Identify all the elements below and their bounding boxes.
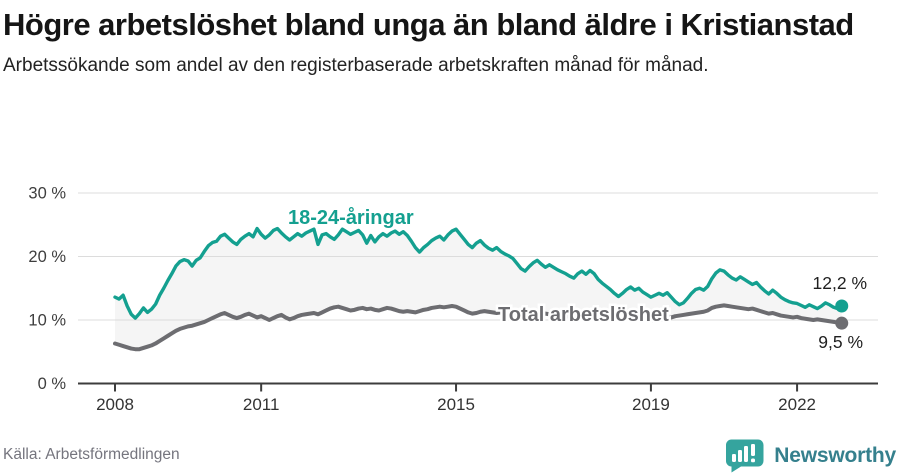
x-tick-label: 2015 xyxy=(437,395,475,414)
bar-chart-glyph xyxy=(732,444,756,463)
brand-lockup: Newsworthy xyxy=(723,438,896,473)
y-axis-tick-labels: 0 % 10 % 20 % 30 % xyxy=(28,185,66,394)
total-series-line xyxy=(113,303,844,352)
between-series-fill xyxy=(115,228,842,350)
x-tick-label: 2008 xyxy=(96,395,134,414)
total-series-label: Total arbetslöshet xyxy=(498,304,669,326)
youth-end-dot xyxy=(835,299,849,313)
x-tick-label: 2019 xyxy=(632,395,670,414)
total-end-value-label: 9,5 % xyxy=(818,332,863,352)
y-tick-label: 20 % xyxy=(28,248,66,266)
youth-series-line xyxy=(113,226,844,320)
chart-subtitle: Arbetssökande som andel av den registerb… xyxy=(3,55,709,76)
chart-title: Högre arbetslöshet bland unga än bland ä… xyxy=(3,7,854,42)
chart-header: Högre arbetslöshet bland unga än bland ä… xyxy=(3,5,896,78)
y-tick-label: 10 % xyxy=(28,312,66,330)
brand-name: Newsworthy xyxy=(774,443,896,467)
youth-end-value-label: 12,2 % xyxy=(813,273,867,293)
youth-series-label: 18-24-åringar xyxy=(288,206,414,229)
x-tick-label: 2022 xyxy=(778,395,816,414)
source-note: Källa: Arbetsförmedlingen xyxy=(3,446,180,463)
x-axis: 2008 2011 2015 2019 2022 xyxy=(96,384,816,414)
x-tick-label: 2011 xyxy=(243,395,280,414)
y-tick-label: 30 % xyxy=(28,185,66,203)
newsworthy-logo-icon xyxy=(726,439,764,473)
y-tick-label: 0 % xyxy=(38,375,67,393)
total-end-dot xyxy=(835,316,849,330)
